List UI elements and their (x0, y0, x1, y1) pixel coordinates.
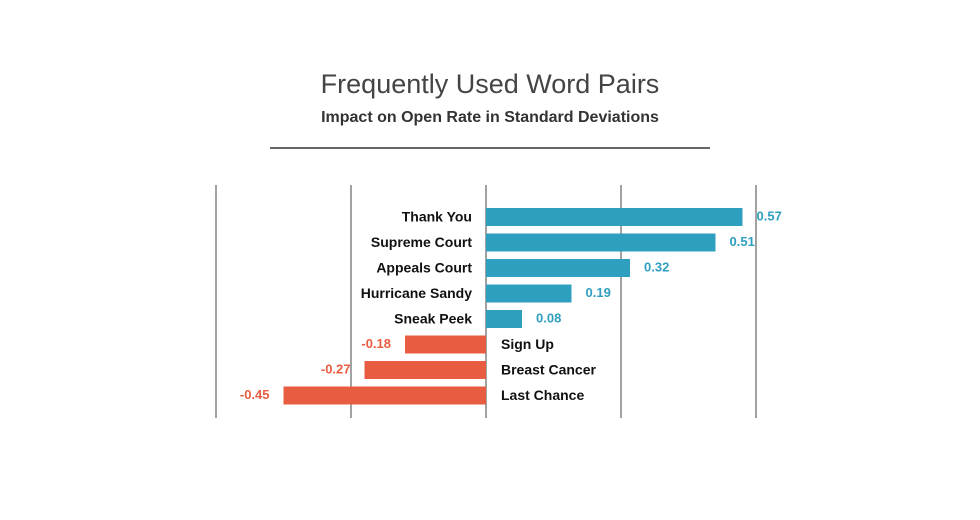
bar (486, 259, 630, 277)
bar (283, 386, 486, 405)
bar (364, 361, 486, 379)
bar (486, 208, 743, 226)
category-label: Appeals Court (376, 260, 472, 276)
category-label: Supreme Court (371, 234, 472, 250)
bar (486, 310, 522, 328)
category-label: Sneak Peek (394, 311, 472, 327)
category-label: Breast Cancer (501, 362, 596, 378)
value-label: 0.32 (644, 259, 669, 274)
category-label: Hurricane Sandy (361, 285, 472, 301)
bar (405, 335, 486, 354)
category-label: Sign Up (501, 336, 554, 352)
value-label: -0.45 (240, 387, 270, 402)
value-label: -0.27 (321, 361, 351, 376)
value-label: 0.08 (536, 310, 561, 325)
bar (486, 233, 716, 252)
value-label: 0.19 (586, 285, 611, 300)
category-label: Last Chance (501, 387, 584, 403)
value-label: -0.18 (361, 336, 391, 351)
category-label: Thank You (402, 209, 472, 225)
value-label: 0.57 (757, 208, 782, 223)
chart-title: Frequently Used Word Pairs (321, 69, 660, 99)
value-label: 0.51 (730, 234, 755, 249)
chart-subtitle: Impact on Open Rate in Standard Deviatio… (321, 109, 659, 126)
bar (486, 284, 572, 303)
